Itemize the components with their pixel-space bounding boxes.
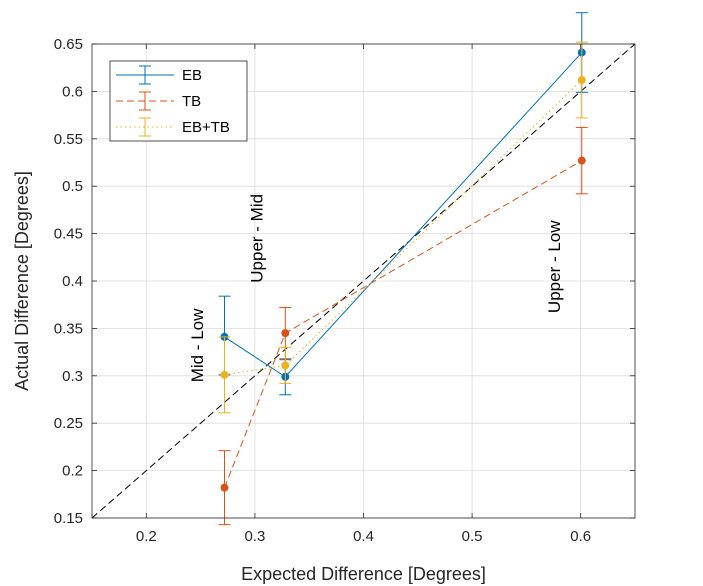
x-axis-title: Expected Difference [Degrees]	[241, 564, 486, 584]
annotation-label: Upper - Low	[545, 220, 564, 313]
x-tick-label: 0.2	[136, 528, 157, 545]
y-axis-title: Actual Difference [Degrees]	[12, 171, 32, 391]
legend: EB TB EB+TB	[109, 60, 248, 142]
x-tick-label: 0.6	[570, 528, 591, 545]
y-tick-label: 0.15	[54, 510, 83, 527]
grid	[92, 43, 635, 519]
data-point-tb	[577, 156, 586, 165]
axis-ticks: 0.2 0.3 0.4 0.5 0.6 0.15 0.2 0.25 0.3 0.35 0.4 0.45…	[54, 36, 635, 545]
y-tick-label: 0.65	[54, 36, 83, 53]
y-tick-label: 0.2	[62, 463, 83, 480]
reference-line-layer	[91, 43, 636, 519]
x-tick-label: 0.5	[462, 528, 483, 545]
legend-label-tb: TB	[182, 93, 201, 110]
y-tick-label: 0.45	[54, 226, 83, 243]
data-point-eb-tb	[281, 361, 290, 370]
y-tick-label: 0.35	[54, 320, 83, 337]
data-point-eb-tb	[577, 76, 586, 85]
y-tick-label: 0.3	[62, 368, 83, 385]
y-tick-label: 0.4	[62, 273, 83, 290]
data-point-eb-tb	[220, 370, 229, 379]
y-tick-label: 0.25	[54, 415, 83, 432]
data-point-tb	[281, 329, 290, 338]
y-tick-label: 0.5	[62, 178, 83, 195]
annotation-label: Upper - Mid	[248, 194, 267, 283]
legend-label-eb-tb: EB+TB	[182, 119, 230, 136]
data-point-tb	[220, 483, 229, 492]
y-tick-label: 0.6	[62, 83, 83, 100]
annotation-label: Mid - Low	[188, 308, 207, 382]
y-tick-label: 0.55	[54, 131, 83, 148]
legend-label-eb: EB	[182, 67, 202, 84]
identity-reference-line	[91, 43, 636, 519]
annotation-layer: Mid - Low Upper - Mid Upper - Low	[188, 194, 564, 382]
series-layer	[218, 12, 588, 526]
x-tick-label: 0.3	[244, 528, 265, 545]
x-tick-label: 0.4	[353, 528, 374, 545]
series-eb-tb	[218, 41, 588, 414]
